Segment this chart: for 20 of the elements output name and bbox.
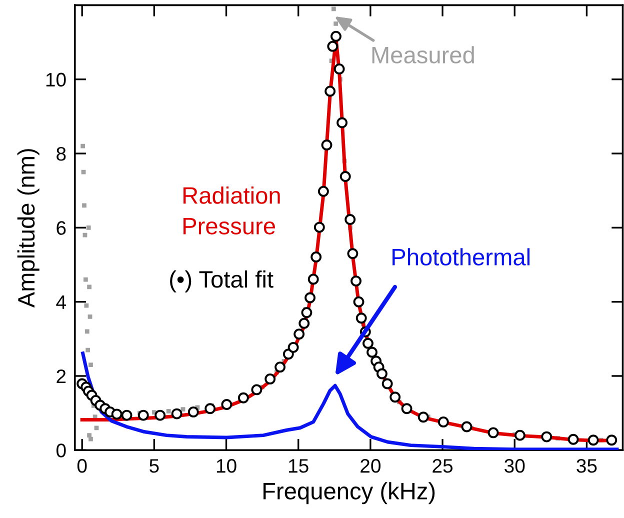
x-tick-label: 35 <box>576 458 597 473</box>
series-label: (•) Total fit <box>170 270 274 292</box>
x-tick-label: 10 <box>216 458 236 473</box>
y-tick-label: 6 <box>56 221 66 235</box>
x-tick-label: 5 <box>150 459 159 473</box>
legend-label: Measured <box>372 46 474 64</box>
x-tick-label: 20 <box>360 458 380 473</box>
y-tick-label: 2 <box>56 369 66 384</box>
y-tick-label: 0 <box>56 444 66 458</box>
x-tick-label: 0 <box>77 458 87 473</box>
x-tick-label: 25 <box>432 458 453 473</box>
x-tick-label: 30 <box>504 458 525 473</box>
y-tick-label: 8 <box>56 146 66 161</box>
text: Photothermal <box>392 248 530 266</box>
y-axis-title: Amplitude (nm) <box>17 149 40 308</box>
x-axis-title: Frequency (kHz) <box>264 482 435 504</box>
series-label: Radiation Pressure <box>184 186 280 234</box>
y-tick-label: 4 <box>56 295 66 309</box>
x-tick-label: 15 <box>289 459 308 473</box>
y-tick-label: 10 <box>46 72 66 87</box>
